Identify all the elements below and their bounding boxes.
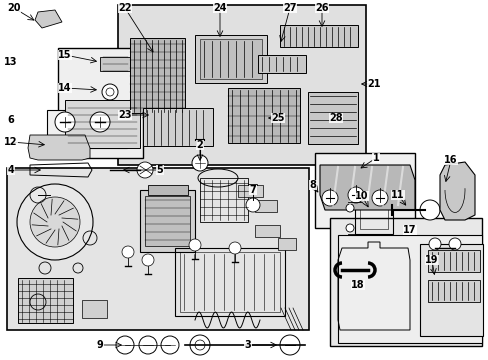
Circle shape [346, 224, 353, 232]
Circle shape [228, 242, 241, 254]
Circle shape [321, 190, 337, 206]
Bar [100, 57, 130, 71]
Bar [180, 252, 280, 312]
Bar [18, 278, 73, 323]
Text: 27: 27 [283, 3, 296, 13]
Bar [280, 25, 357, 47]
Bar [427, 280, 479, 302]
Polygon shape [28, 135, 90, 160]
Circle shape [245, 198, 260, 212]
Bar [307, 92, 357, 144]
Circle shape [17, 184, 93, 260]
Bar [427, 250, 479, 272]
Bar [65, 100, 140, 148]
Polygon shape [319, 165, 414, 210]
Circle shape [371, 190, 387, 206]
Bar [7, 168, 308, 330]
Bar [258, 55, 305, 73]
Text: 12: 12 [4, 137, 18, 147]
Circle shape [189, 239, 201, 251]
Circle shape [137, 162, 153, 178]
Bar [227, 88, 299, 143]
Bar [195, 35, 266, 83]
Bar [200, 39, 262, 79]
Text: 17: 17 [403, 225, 416, 235]
Text: 19: 19 [425, 255, 438, 265]
Circle shape [122, 246, 134, 258]
Text: 8: 8 [309, 180, 316, 190]
Text: 11: 11 [390, 190, 404, 200]
Text: 3: 3 [244, 340, 251, 350]
Bar [329, 218, 481, 346]
Bar [354, 202, 392, 234]
Bar [148, 185, 187, 195]
Bar [142, 108, 213, 146]
Bar [278, 238, 295, 250]
Circle shape [346, 204, 353, 212]
Text: 25: 25 [271, 113, 284, 123]
Bar [200, 178, 247, 222]
Circle shape [55, 112, 75, 132]
Circle shape [30, 197, 80, 247]
Circle shape [448, 238, 460, 250]
Text: 21: 21 [366, 79, 380, 89]
Bar [337, 235, 481, 343]
Circle shape [419, 200, 439, 220]
Text: 6: 6 [8, 115, 14, 125]
Text: 23: 23 [118, 110, 131, 120]
Circle shape [142, 254, 154, 266]
Bar [359, 207, 387, 229]
Text: 18: 18 [350, 280, 364, 290]
Circle shape [102, 84, 118, 100]
Bar [58, 48, 142, 158]
Text: 9: 9 [97, 340, 103, 350]
Text: 1: 1 [372, 153, 379, 163]
Circle shape [90, 112, 110, 132]
Polygon shape [439, 162, 474, 220]
Bar [82, 300, 107, 318]
Text: 7: 7 [249, 185, 256, 195]
Bar [140, 190, 195, 252]
Text: 10: 10 [354, 191, 368, 201]
Bar [419, 244, 482, 336]
Circle shape [428, 238, 440, 250]
Bar [50, 190, 68, 200]
Text: 5: 5 [156, 165, 163, 175]
Bar [47, 110, 127, 148]
Text: 4: 4 [8, 165, 14, 175]
Bar [130, 38, 184, 113]
Polygon shape [35, 10, 62, 28]
Bar [238, 185, 263, 197]
Bar [254, 200, 276, 212]
Circle shape [347, 187, 363, 203]
Text: 15: 15 [58, 50, 72, 60]
Text: 13: 13 [4, 57, 18, 67]
Bar [118, 5, 365, 165]
Text: 2: 2 [196, 140, 203, 150]
Text: 28: 28 [328, 113, 342, 123]
Bar [145, 196, 190, 246]
Bar [314, 153, 414, 228]
Text: 16: 16 [443, 155, 457, 165]
Text: 14: 14 [58, 83, 72, 93]
Text: 22: 22 [118, 3, 131, 13]
Bar [175, 248, 285, 316]
Bar [254, 225, 280, 237]
Text: 24: 24 [213, 3, 226, 13]
Text: 26: 26 [315, 3, 328, 13]
Circle shape [106, 88, 114, 96]
Text: 20: 20 [7, 3, 20, 13]
Circle shape [192, 155, 207, 171]
